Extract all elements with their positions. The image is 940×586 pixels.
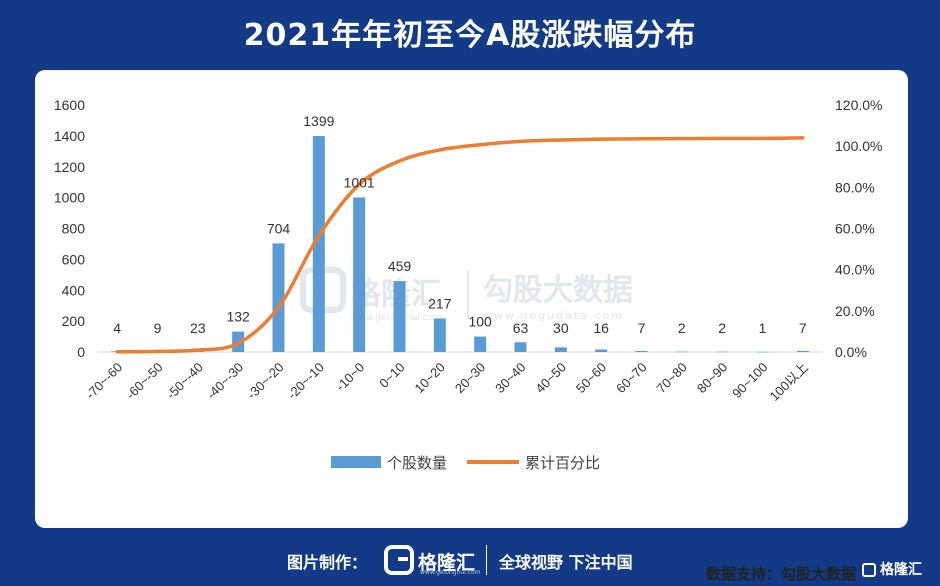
bar	[756, 351, 769, 353]
y-left-tick-label: 1600	[54, 97, 85, 113]
bar-data-label: 7	[799, 320, 807, 336]
bar	[393, 281, 406, 352]
bar-data-label: 7	[638, 320, 646, 336]
bar	[716, 351, 729, 353]
bar-data-label: 2	[678, 320, 686, 336]
bar	[474, 336, 487, 352]
gelonghui-logo-icon	[384, 545, 414, 575]
histogram-chart: 格隆汇 www.gelonghui.com 勾股大数据 www.gogudata…	[54, 97, 883, 472]
bar-data-label: 2	[718, 320, 726, 336]
bar-series	[111, 136, 809, 353]
bar-data-label: 9	[154, 320, 162, 336]
bar-data-label: 63	[513, 320, 529, 336]
x-tick-label: 100以上	[767, 360, 811, 404]
bar	[514, 342, 527, 352]
cumulative-line	[115, 136, 805, 354]
bar-data-label: 1399	[303, 113, 334, 129]
watermark-right-url: www.gogudata.com	[483, 309, 624, 322]
legend-bar-label: 个股数量	[387, 454, 447, 472]
y-right-tick-label: 40.0%	[835, 262, 875, 278]
bar	[635, 350, 648, 352]
y-left-tick-label: 1200	[54, 159, 85, 175]
chart-legend: 个股数量 累计百分比	[331, 454, 600, 472]
y-right-tick-label: 60.0%	[835, 221, 875, 237]
footer: 图片制作： 格隆汇 www.gelonghui.com 全球视野 下注中国	[0, 540, 940, 580]
legend-line-label: 累计百分比	[525, 454, 600, 472]
x-tick-label: 90~100	[729, 360, 771, 402]
x-tick-label: -10~0	[333, 360, 367, 394]
x-tick-label: 10~20	[412, 360, 448, 396]
bar-data-label: 459	[388, 258, 412, 274]
x-tick-label: 20~30	[452, 360, 488, 396]
bar	[433, 318, 446, 352]
bar	[312, 136, 325, 352]
footer-logo-text: 格隆汇	[418, 552, 476, 574]
y-right-tick-label: 20.0%	[835, 303, 875, 319]
watermark-divider	[467, 270, 469, 318]
x-tick-label: 0~10	[376, 360, 407, 391]
x-tick-label: -70~-60	[83, 360, 126, 403]
bar-data-label: 100	[468, 314, 492, 330]
bar	[272, 243, 285, 352]
footer-divider	[486, 545, 487, 575]
chart-axes: 0 200 400 600 800 1000 1200 1400 1600 0.0% 20.0% 40…	[54, 97, 883, 360]
x-tick-label: 70~80	[654, 360, 690, 396]
line-series	[115, 136, 805, 354]
footer-logo-url: www.gelonghui.com	[420, 569, 481, 576]
corner-logo-text: 格隆汇	[880, 562, 922, 578]
x-tick-label: 30~40	[492, 360, 528, 396]
bar	[796, 350, 809, 352]
y-left-tick-label: 400	[62, 282, 86, 298]
watermark-right: 勾股大数据	[483, 273, 633, 308]
x-tick-label: -20~-10	[284, 360, 327, 403]
y-right-tick-label: 80.0%	[835, 179, 875, 195]
y-right-tick-label: 100.0%	[835, 138, 882, 154]
x-tick-label: 50~60	[573, 360, 609, 396]
chart-card: 格隆汇 www.gelonghui.com 勾股大数据 www.gogudata…	[35, 70, 908, 583]
y-left-tick-label: 200	[62, 313, 86, 329]
x-tick-label: -50~-40	[163, 360, 206, 403]
bar-data-label: 132	[226, 309, 250, 325]
x-tick-label: -30~-20	[244, 360, 287, 403]
footer-credit: 图片制作：	[287, 553, 368, 572]
bar	[353, 197, 366, 352]
bar	[675, 351, 688, 353]
bar-data-label: 704	[267, 220, 291, 236]
bar-data-label: 1001	[344, 174, 375, 190]
bar-data-label: 30	[553, 320, 569, 336]
source-note: 数据支持：勾股大数据	[705, 565, 856, 583]
x-tick-labels: -70~-60-60~-50-50~-40-40~-30-30~-20-20~-…	[83, 360, 811, 404]
page-title: 2021年年初至今A股涨跌幅分布	[243, 18, 697, 53]
bar-data-label: 4	[113, 320, 121, 336]
bar-data-label: 217	[428, 296, 452, 312]
corner-logo-icon	[862, 563, 876, 577]
y-right-tick-label: 120.0%	[835, 97, 882, 113]
y-left-tick-label: 1400	[54, 128, 85, 144]
bar-data-label: 16	[593, 320, 609, 336]
x-tick-label: 40~50	[533, 360, 569, 396]
bar	[595, 349, 608, 352]
y-left-tick-label: 600	[62, 251, 86, 267]
x-tick-label: 60~70	[613, 360, 649, 396]
x-tick-label: 80~90	[694, 360, 730, 396]
y-left-tick-label: 1000	[54, 190, 85, 206]
bar	[554, 347, 567, 352]
bar-data-label: 1	[759, 320, 767, 336]
x-tick-label: -40~-30	[204, 360, 247, 403]
y-left-tick-label: 800	[62, 221, 86, 237]
corner-logo: 格隆汇	[862, 559, 922, 579]
y-left-tick-label: 0	[77, 344, 85, 360]
footer-slogan: 全球视野 下注中国	[499, 553, 633, 572]
bar-data-label: 23	[190, 320, 206, 336]
y-right-tick-label: 0.0%	[835, 344, 867, 360]
x-tick-label: -60~-50	[123, 360, 166, 403]
legend-bar-swatch	[331, 456, 381, 468]
